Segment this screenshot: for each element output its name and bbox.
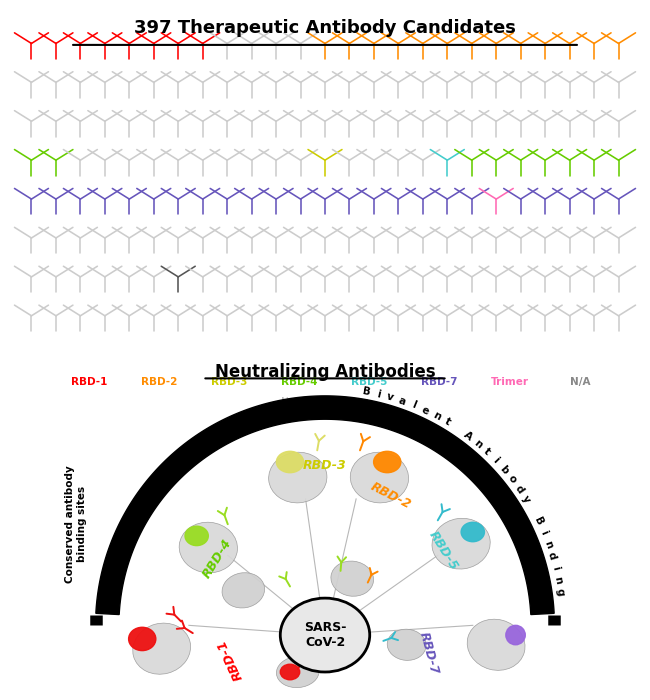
- Text: RBD-7: RBD-7: [421, 377, 458, 387]
- Text: e: e: [420, 405, 430, 416]
- Text: A: A: [462, 430, 474, 442]
- Text: i: i: [538, 529, 549, 536]
- Text: d: d: [513, 483, 526, 495]
- Text: RBD-5: RBD-5: [352, 377, 388, 387]
- Ellipse shape: [185, 526, 209, 545]
- Text: B: B: [532, 516, 545, 527]
- Text: g: g: [554, 588, 565, 596]
- Ellipse shape: [331, 561, 374, 596]
- Text: d: d: [546, 551, 558, 561]
- Text: o: o: [506, 473, 518, 485]
- Ellipse shape: [387, 629, 426, 660]
- Ellipse shape: [432, 518, 490, 569]
- Ellipse shape: [222, 573, 265, 608]
- Text: Neutralizing Antibodies: Neutralizing Antibodies: [214, 363, 436, 381]
- Text: RBD-5: RBD-5: [426, 529, 461, 573]
- Text: n: n: [552, 575, 564, 584]
- Text: 397 Therapeutic Antibody Candidates: 397 Therapeutic Antibody Candidates: [134, 19, 516, 37]
- Ellipse shape: [268, 452, 327, 503]
- Text: RBD-1: RBD-1: [215, 637, 245, 682]
- Text: n: n: [471, 438, 484, 450]
- Ellipse shape: [133, 623, 190, 674]
- Text: RBD-4: RBD-4: [201, 536, 235, 580]
- Text: RBD-4: RBD-4: [281, 377, 318, 387]
- Ellipse shape: [374, 452, 401, 472]
- Text: i: i: [550, 565, 560, 571]
- Text: i: i: [376, 389, 382, 400]
- Ellipse shape: [280, 664, 300, 680]
- Ellipse shape: [129, 627, 156, 650]
- Text: RBD-7: RBD-7: [417, 630, 440, 676]
- Text: v: v: [385, 391, 395, 403]
- Text: Trimer: Trimer: [491, 377, 528, 387]
- Text: n: n: [431, 410, 442, 422]
- Ellipse shape: [276, 657, 319, 687]
- Ellipse shape: [461, 522, 484, 542]
- Polygon shape: [96, 396, 554, 615]
- Text: SARS-
CoV-2: SARS- CoV-2: [304, 621, 346, 649]
- Ellipse shape: [179, 522, 237, 573]
- Text: i: i: [491, 456, 500, 466]
- Text: RBD-1: RBD-1: [71, 377, 107, 387]
- Text: b: b: [498, 463, 510, 476]
- Text: y: y: [520, 494, 532, 505]
- Text: RBD-2: RBD-2: [369, 480, 413, 511]
- Text: Conserved antibody
binding sites: Conserved antibody binding sites: [65, 466, 87, 583]
- Text: B: B: [361, 386, 371, 398]
- Text: a: a: [397, 395, 408, 407]
- Text: N/A: N/A: [569, 377, 590, 387]
- Ellipse shape: [350, 452, 409, 503]
- Ellipse shape: [276, 452, 304, 472]
- Ellipse shape: [467, 620, 525, 671]
- Ellipse shape: [506, 625, 525, 645]
- Text: RBD-2: RBD-2: [141, 377, 177, 387]
- Text: t: t: [443, 416, 452, 428]
- Text: l: l: [410, 400, 417, 411]
- Text: RBD-3: RBD-3: [211, 377, 248, 387]
- Ellipse shape: [280, 598, 370, 672]
- Text: Non-Neutralizing: Non-Neutralizing: [281, 397, 369, 407]
- Text: n: n: [542, 539, 554, 550]
- Text: t: t: [482, 447, 492, 457]
- Text: RBD-3: RBD-3: [303, 459, 347, 473]
